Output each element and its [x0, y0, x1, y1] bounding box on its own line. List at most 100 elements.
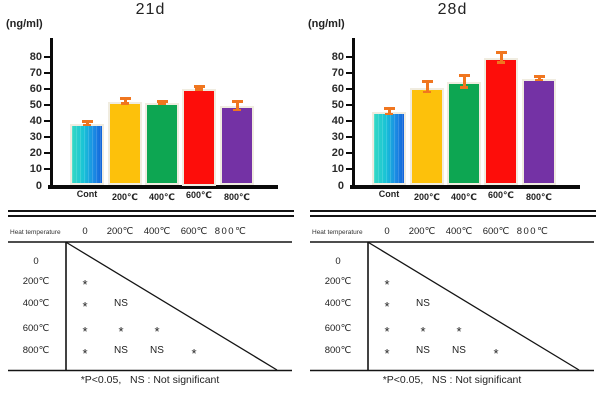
sig-row-label: 200℃	[22, 276, 50, 287]
x-category-label: 400℃	[149, 192, 175, 202]
y-tick-label: 0	[35, 179, 42, 192]
col-header-0: 0	[384, 226, 390, 237]
sig-cell: *	[384, 299, 390, 314]
bar-Cont	[70, 124, 104, 186]
sig-cell: *	[420, 324, 426, 339]
y-tick-mark	[44, 168, 50, 171]
error-bar-cap-top	[421, 80, 433, 84]
error-bar-stem	[123, 96, 127, 105]
sig-row-label: 0	[33, 256, 39, 267]
y-tick-mark	[346, 103, 352, 106]
error-bar-cap-bot	[423, 90, 431, 94]
y-tick-label: 10	[29, 163, 42, 176]
chart-title: 21d	[135, 1, 166, 18]
error-bar-stem	[235, 99, 239, 112]
sig-row-label: 200℃	[324, 276, 352, 287]
y-tick-label: 20	[29, 147, 42, 160]
y-tick-mark	[44, 55, 50, 58]
y-tick-mark	[44, 71, 50, 74]
bar-chart: 0 10 20 30 40 50 60 70 80 Cont 200℃ 400℃ 600℃ 800℃	[302, 0, 603, 404]
y-tick-mark	[346, 87, 352, 90]
sig-table-lines	[8, 241, 292, 372]
bar-200℃	[108, 101, 142, 186]
significance-footnote: *P<0.05, NS : Not significant	[382, 374, 522, 386]
x-category-label: 600℃	[488, 190, 514, 200]
heat-temperature-label: Heat temperature	[312, 229, 363, 236]
y-tick-label: 80	[331, 50, 344, 63]
error-bar	[156, 99, 168, 105]
y-axis-line	[50, 38, 53, 189]
x-axis-line	[350, 184, 580, 189]
bar-Cont	[372, 112, 406, 186]
y-tick-label: 0	[337, 179, 344, 192]
sig-cell: NS	[114, 345, 128, 356]
y-tick-label: 30	[29, 131, 42, 144]
sig-row-label: 400℃	[324, 298, 352, 309]
x-category-label: 800℃	[224, 192, 250, 202]
sig-cell: *	[384, 324, 390, 339]
y-axis-unit-label: (ng/ml)	[308, 18, 345, 30]
col-header-0: 0	[82, 226, 88, 237]
panel-28d: 28d (ng/ml) 0 10 20 30 40 50 60 70 80 Cont 200℃ 400…	[302, 0, 603, 404]
sig-row-label: 400℃	[22, 298, 50, 309]
sig-cell: NS	[150, 345, 164, 356]
y-axis-unit-label: (ng/ml)	[6, 18, 43, 30]
x-category-label: 600℃	[186, 190, 212, 200]
y-tick-label: 80	[29, 50, 42, 63]
section-divider	[8, 210, 294, 217]
error-bar-cap-bot	[535, 78, 543, 82]
error-bar-cap-bot	[83, 123, 91, 127]
error-bar-stem	[462, 74, 466, 89]
sig-cell: NS	[452, 345, 466, 356]
bar-800℃	[220, 106, 254, 186]
error-bar	[81, 120, 93, 127]
y-tick-mark	[346, 120, 352, 122]
y-axis-line	[352, 38, 355, 189]
sig-cell: *	[82, 324, 88, 339]
error-bar-stem	[499, 50, 503, 64]
y-tick-mark	[346, 152, 352, 155]
sig-table-body: 0 200℃ * 400℃ * NS 600℃ * * * 800℃ * NS NS *	[302, 0, 603, 404]
x-category-label: Cont	[378, 189, 400, 199]
error-bar	[458, 74, 470, 89]
sig-cell: NS	[416, 345, 430, 356]
error-bar	[421, 80, 433, 94]
x-category-label: 800℃	[526, 192, 552, 202]
x-axis-line	[48, 184, 278, 189]
sig-table-header: Heat temperature 0 200℃ 400℃ 600℃ 800℃	[0, 222, 301, 240]
error-bar-cap-bot	[385, 112, 393, 116]
error-bar	[231, 99, 243, 112]
section-divider	[310, 210, 596, 217]
error-bar-cap-bot	[460, 86, 468, 89]
error-bar-cap-top	[533, 74, 545, 78]
sig-row-label: 600℃	[324, 323, 352, 334]
sig-row-label: 0	[335, 256, 341, 267]
error-bar	[495, 50, 507, 64]
sig-cell: NS	[416, 298, 430, 309]
y-tick-label: 60	[29, 82, 42, 95]
heat-temperature-label: Heat temperature	[10, 229, 61, 236]
sig-cell: *	[154, 324, 160, 339]
error-bar-cap-top	[231, 99, 243, 103]
sig-cell: *	[384, 277, 390, 292]
col-header-200: 200℃	[408, 226, 436, 237]
sig-cell: *	[493, 346, 499, 361]
y-tick-label: 10	[331, 163, 344, 176]
y-tick-label: 70	[29, 66, 42, 79]
error-bar-stem	[387, 107, 391, 116]
error-bar-cap-bot	[158, 102, 166, 105]
y-tick-label: 40	[29, 115, 42, 127]
sig-cell: NS	[114, 298, 128, 309]
error-bar-stem	[85, 120, 89, 127]
error-bar-cap-top	[119, 96, 131, 100]
sig-cell: *	[191, 346, 197, 361]
y-tick-label: 20	[331, 147, 344, 160]
error-bar-cap-bot	[233, 108, 241, 112]
bar-400℃	[447, 82, 481, 186]
error-bar-cap-bot	[195, 88, 203, 91]
col-header-800: 800℃	[214, 226, 248, 237]
chart-title: 28d	[437, 1, 468, 18]
y-tick-mark	[346, 168, 352, 171]
y-tick-label: 70	[331, 66, 344, 79]
error-bar-stem	[197, 84, 201, 91]
